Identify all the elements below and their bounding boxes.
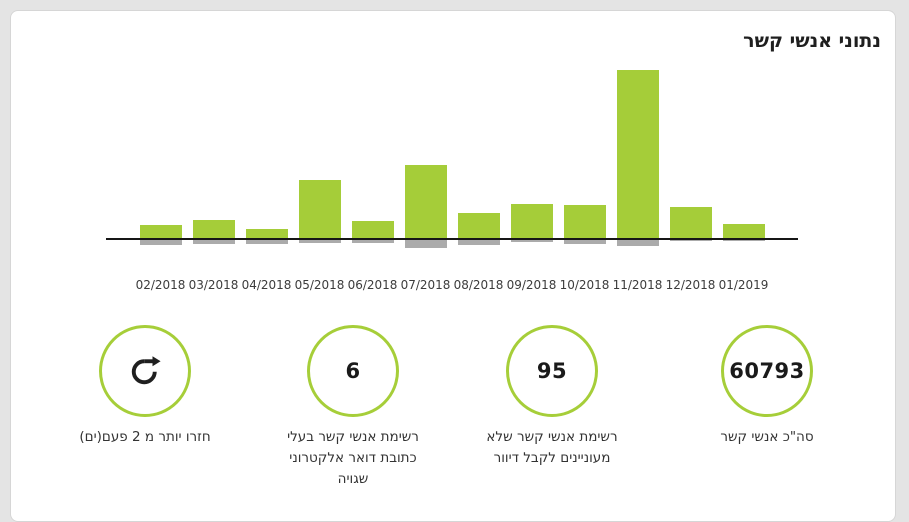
bar-group-02/2018[interactable] <box>134 61 187 245</box>
stat-circle-invalid-email[interactable]: 6 <box>307 325 399 417</box>
bar-group-10/2018[interactable] <box>558 61 611 244</box>
bar-below-10/2018[interactable] <box>563 239 606 244</box>
bar-above-01/2019[interactable] <box>722 224 765 239</box>
month-label-10/2018: 10/2018 <box>559 278 610 292</box>
bar-group-08/2018[interactable] <box>452 61 505 245</box>
bar-above-08/2018[interactable] <box>457 213 500 239</box>
stat-label-returned-bounced: חזרו יותר מ 2 פעם(ים) <box>79 429 211 445</box>
stat-not-interested[interactable]: 95 רשימת אנשי קשר שלא מעוניינים לקבל דיוו… <box>447 325 657 469</box>
x-axis-line <box>106 238 798 240</box>
bar-above-07/2018[interactable] <box>404 165 447 239</box>
month-label-01/2019: 01/2019 <box>718 278 769 292</box>
bar-above-12/2018[interactable] <box>669 207 712 239</box>
bar-group-03/2018[interactable] <box>187 61 240 244</box>
bar-group-12/2018[interactable] <box>664 61 717 241</box>
month-label-08/2018: 08/2018 <box>453 278 504 292</box>
bar-above-06/2018[interactable] <box>351 221 394 239</box>
stat-circle-not-interested[interactable]: 95 <box>506 325 598 417</box>
bar-below-07/2018[interactable] <box>404 239 447 248</box>
month-label-11/2018: 11/2018 <box>612 278 663 292</box>
stat-total-contacts[interactable]: 60793 סה"כ אנשי קשר <box>662 325 872 448</box>
bar-group-11/2018[interactable] <box>611 61 664 246</box>
month-label-04/2018: 04/2018 <box>241 278 292 292</box>
bar-above-03/2018[interactable] <box>192 220 235 239</box>
bar-above-11/2018[interactable] <box>616 70 659 239</box>
bar-below-03/2018[interactable] <box>192 239 235 244</box>
stat-label-not-interested: רשימת אנשי קשר שלא מעוניינים לקבל דיוור <box>486 429 618 466</box>
bar-below-04/2018[interactable] <box>245 239 288 244</box>
bar-below-09/2018[interactable] <box>510 239 553 242</box>
month-label-02/2018: 02/2018 <box>135 278 186 292</box>
bar-group-07/2018[interactable] <box>399 61 452 248</box>
stat-label-invalid-email: רשימת אנשי קשר בעלי כתובת דואר אלקטרוני … <box>287 429 419 487</box>
month-label-12/2018: 12/2018 <box>665 278 716 292</box>
bar-group-01/2019[interactable] <box>717 61 770 241</box>
month-label-05/2018: 05/2018 <box>294 278 345 292</box>
stat-circle-total-contacts[interactable]: 60793 <box>721 325 813 417</box>
stat-value-not-interested: 95 <box>536 359 568 383</box>
dashboard-page: { "page": { "title": "נתוני אנשי קשר" },… <box>10 10 896 522</box>
bar-above-09/2018[interactable] <box>510 204 553 239</box>
bar-below-06/2018[interactable] <box>351 239 394 243</box>
month-label-07/2018: 07/2018 <box>400 278 451 292</box>
stat-returned-bounced[interactable]: חזרו יותר מ 2 פעם(ים) <box>40 325 250 448</box>
chart-columns <box>106 61 798 248</box>
bar-below-02/2018[interactable] <box>139 239 182 245</box>
month-label-09/2018: 09/2018 <box>506 278 557 292</box>
stat-value-invalid-email: 6 <box>345 359 361 383</box>
redo-icon <box>131 356 161 385</box>
contacts-bar-chart <box>106 61 798 248</box>
bar-below-08/2018[interactable] <box>457 239 500 245</box>
bar-below-01/2019[interactable] <box>722 239 765 241</box>
stat-circle-returned-bounced[interactable] <box>99 325 191 417</box>
bar-group-09/2018[interactable] <box>505 61 558 242</box>
page-title: נתוני אנשי קשר <box>743 30 881 52</box>
month-label-06/2018: 06/2018 <box>347 278 398 292</box>
bar-group-04/2018[interactable] <box>240 61 293 244</box>
bar-above-10/2018[interactable] <box>563 205 606 239</box>
bar-above-02/2018[interactable] <box>139 225 182 239</box>
bar-group-06/2018[interactable] <box>346 61 399 243</box>
bar-above-05/2018[interactable] <box>298 180 341 239</box>
month-label-03/2018: 03/2018 <box>188 278 239 292</box>
bar-below-12/2018[interactable] <box>669 239 712 241</box>
bar-group-05/2018[interactable] <box>293 61 346 243</box>
chart-months: 02/2018 03/2018 04/2018 05/2018 06/2018 07/20… <box>106 278 798 292</box>
contacts-data-card: נתוני אנשי קשר 02/2018 03/2018 04/2018 05/2… <box>10 10 896 522</box>
stat-invalid-email[interactable]: 6 רשימת אנשי קשר בעלי כתובת דואר אלקטרוני… <box>248 325 458 490</box>
stat-value-total-contacts: 60793 <box>729 359 805 383</box>
stat-label-total-contacts: סה"כ אנשי קשר <box>720 429 814 445</box>
bar-below-11/2018[interactable] <box>616 239 659 246</box>
bar-below-05/2018[interactable] <box>298 239 341 243</box>
bar-above-04/2018[interactable] <box>245 229 288 239</box>
